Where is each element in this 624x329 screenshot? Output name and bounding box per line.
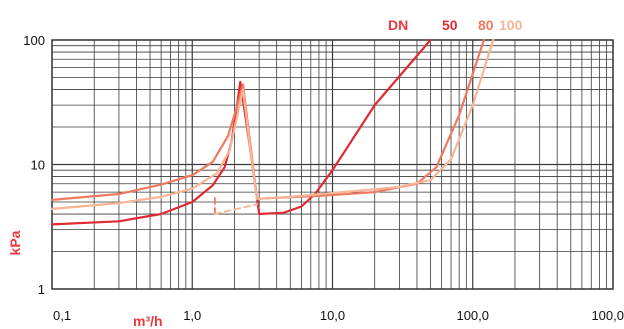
series-100-line bbox=[50, 38, 495, 210]
legend-item-100: 100 bbox=[499, 17, 523, 33]
chart-series-layer bbox=[50, 38, 495, 226]
legend-item-50: 50 bbox=[442, 17, 458, 33]
x-tick-label: 10,0 bbox=[320, 308, 345, 323]
legend-title: DN bbox=[388, 17, 408, 33]
x-tick-label: 0,1 bbox=[53, 308, 71, 323]
x-axis-label: m³/h bbox=[133, 313, 163, 329]
tick-labels: 0,1 1,0 10,0 100,0 100,0 1 10 100 bbox=[23, 33, 624, 323]
chart-grid bbox=[51, 39, 614, 290]
series-80-line bbox=[50, 38, 485, 201]
legend-item-80: 80 bbox=[478, 17, 494, 33]
x-tick-label: 1,0 bbox=[183, 308, 201, 323]
x-tick-label: 100,0 bbox=[456, 308, 489, 323]
y-tick-label: 10 bbox=[31, 158, 45, 173]
chart-legend: DN 50 80 100 bbox=[388, 17, 523, 33]
y-tick-label: 100 bbox=[23, 33, 45, 48]
x-tick-label: 100,0 bbox=[591, 308, 624, 323]
series-50-line bbox=[50, 38, 432, 226]
y-tick-label: 1 bbox=[38, 282, 45, 297]
series-100-dashed-line bbox=[214, 203, 258, 215]
y-axis-label: kPa bbox=[7, 230, 23, 255]
